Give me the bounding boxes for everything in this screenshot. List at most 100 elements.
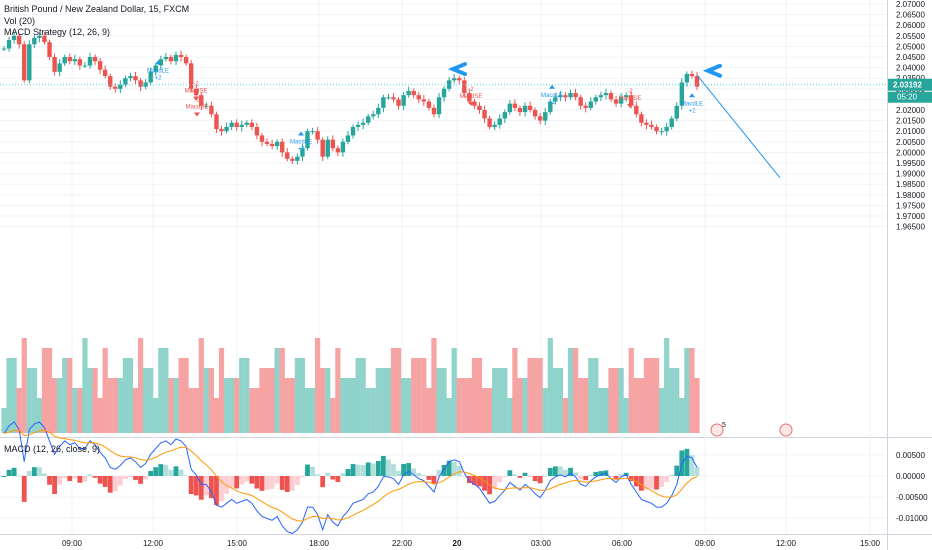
candle-body (82, 65, 88, 67)
volume-bar (31, 368, 37, 433)
macd-histogram-bar (482, 476, 487, 491)
candle-body (194, 88, 199, 96)
volume-bar (284, 378, 290, 433)
volume-bar (638, 378, 644, 433)
macd-histogram-bar (421, 475, 427, 477)
macd-histogram-bar (289, 476, 295, 491)
candle-body (345, 135, 351, 142)
volume-bar (127, 358, 134, 433)
candle-body (391, 97, 396, 100)
time-axis-label: 09:00 (62, 539, 83, 548)
volume-bar (72, 388, 78, 433)
candle-body (173, 54, 179, 62)
macd-histogram-bar (547, 468, 553, 476)
volume-bar (370, 388, 376, 433)
macd-histogram-bar (416, 472, 422, 476)
volume-bar (16, 388, 22, 433)
candle-body (300, 148, 305, 157)
macd-histogram-bar (568, 467, 573, 476)
volume-bar (633, 378, 639, 433)
time-axis-label: 12:00 (776, 539, 797, 548)
candle-body (320, 139, 325, 157)
macd-histogram-bar (87, 474, 93, 476)
volume-bar (426, 388, 432, 433)
volume-bar (416, 358, 422, 433)
volume-bar (279, 348, 285, 433)
macd-histogram-bar (426, 476, 432, 480)
macd-histogram-bar (153, 467, 159, 476)
candle-body (153, 65, 158, 72)
volume-bar (21, 338, 27, 433)
candle-body (11, 35, 17, 41)
macd-histogram-bar (497, 476, 503, 483)
macd-histogram-bar (345, 469, 351, 476)
macd-histogram-bar (522, 472, 528, 476)
candle-body (305, 131, 310, 149)
macd-histogram-bar (325, 472, 331, 476)
candle-body (669, 118, 674, 127)
candle-body (462, 80, 467, 94)
macd-histogram-bar (183, 475, 189, 477)
candle-body (603, 93, 609, 96)
last-price-tag (888, 78, 932, 91)
volume-bar (229, 378, 235, 433)
signal-line (3, 429, 698, 522)
volume-bar (122, 358, 129, 433)
event-badge-count: 5 (722, 422, 726, 429)
candle-body (563, 95, 568, 98)
signal-label: MacdLE (541, 93, 563, 99)
macd-histogram-bar (628, 476, 634, 482)
candle-body (497, 118, 502, 125)
left-arrow-icon (702, 63, 722, 78)
macd-histogram-bar (537, 476, 543, 484)
candle-body (654, 126, 659, 132)
macd-histogram-bar (112, 476, 118, 492)
volume-bar (188, 388, 194, 433)
macd-histogram-bar (578, 476, 584, 480)
long-arrow-icon (689, 93, 695, 98)
signal-qty: +2 (689, 108, 697, 114)
macd-histogram-bar (1, 476, 7, 477)
volume-bar (669, 368, 675, 433)
candle-body (325, 139, 330, 157)
volume-bar (320, 368, 326, 433)
candle-body (224, 126, 229, 132)
volume-bar (608, 368, 614, 433)
volume-bar (264, 368, 270, 433)
candle-body (376, 107, 381, 115)
candle-body (330, 139, 335, 149)
candle-body (416, 95, 421, 100)
macd-histogram-bar (573, 472, 578, 476)
volume-bar (547, 338, 553, 433)
candle-body (573, 93, 578, 98)
volume-bar (653, 358, 660, 433)
macd-histogram-bar (527, 476, 533, 477)
candle-body (52, 57, 57, 72)
candle-body (386, 97, 391, 99)
volume-bar (244, 358, 250, 433)
candle-body (188, 63, 194, 89)
macd-histogram-bar (239, 476, 245, 485)
macd-histogram-bar (507, 470, 513, 476)
macd-histogram-bar (143, 476, 149, 480)
macd-histogram-bar (138, 476, 143, 484)
macd-histogram-bar (380, 455, 386, 476)
volume-bar (102, 348, 108, 433)
candle-body (27, 44, 32, 81)
candle-body (239, 124, 244, 127)
macd-axis-label: -0.01000 (896, 514, 928, 523)
volume-bar (41, 348, 48, 433)
macd-histogram-bar (229, 476, 235, 488)
candle-body (22, 44, 27, 81)
candle-body (639, 114, 644, 123)
price-axis-label: 2.01000 (896, 127, 925, 136)
volume-legend: Vol (20) (4, 16, 36, 26)
macd-histogram-bar (360, 465, 366, 476)
macd-histogram-bar (21, 476, 27, 502)
candle-body (249, 122, 255, 127)
volume-bar (411, 358, 417, 433)
macd-histogram-bar (370, 463, 376, 476)
macd-histogram-bar (608, 476, 614, 477)
macd-histogram-bar (259, 476, 265, 491)
